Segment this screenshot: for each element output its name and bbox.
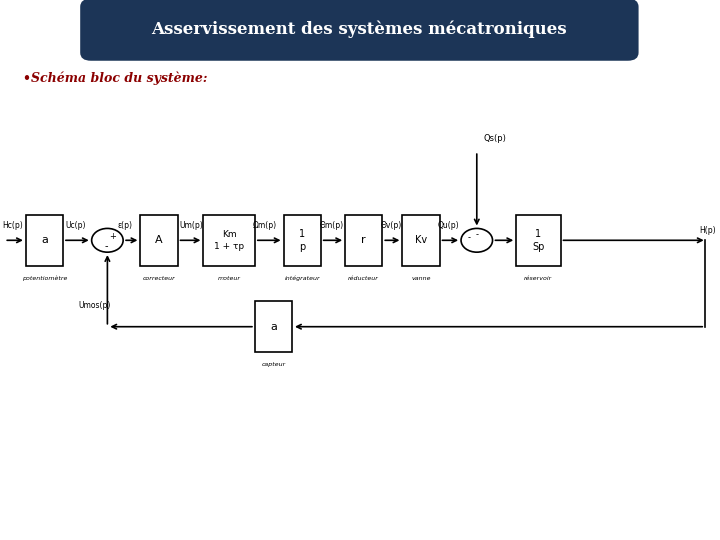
Text: Qu(p): Qu(p) [437, 221, 459, 230]
Text: 1
p: 1 p [299, 229, 305, 252]
Text: ε(p): ε(p) [117, 221, 132, 230]
Text: réducteur: réducteur [348, 275, 379, 281]
Text: Uc(p): Uc(p) [65, 221, 86, 230]
Text: Kv: Kv [415, 235, 427, 245]
Text: •Schéma bloc du système:: •Schéma bloc du système: [23, 71, 207, 85]
Text: -: - [467, 233, 470, 242]
Text: -: - [475, 231, 478, 239]
Text: Ωm(p): Ωm(p) [253, 221, 277, 230]
FancyBboxPatch shape [26, 214, 63, 266]
Text: vanne: vanne [411, 275, 431, 281]
Text: Hc(p): Hc(p) [3, 221, 23, 230]
FancyBboxPatch shape [345, 214, 382, 266]
FancyBboxPatch shape [140, 214, 178, 266]
Text: Umos(p): Umos(p) [78, 301, 111, 309]
Text: Asservissement des systèmes mécatroniques: Asservissement des systèmes mécatronique… [152, 21, 567, 38]
Text: a: a [270, 322, 277, 332]
FancyBboxPatch shape [402, 214, 440, 266]
Text: moteur: moteur [217, 275, 240, 281]
Text: correcteur: correcteur [143, 275, 175, 281]
Text: A: A [155, 235, 163, 245]
Text: Km
1 + τp: Km 1 + τp [214, 230, 244, 251]
Text: -: - [105, 241, 108, 251]
Text: 1
Sp: 1 Sp [532, 229, 544, 252]
FancyBboxPatch shape [255, 301, 292, 352]
Circle shape [461, 228, 492, 252]
FancyBboxPatch shape [284, 214, 320, 266]
FancyBboxPatch shape [203, 214, 255, 266]
Text: potentiomètre: potentiomètre [22, 275, 67, 281]
Text: H(p): H(p) [699, 226, 716, 235]
Text: réservoir: réservoir [524, 275, 552, 281]
Text: a: a [41, 235, 48, 245]
Text: +: + [109, 232, 115, 241]
Circle shape [91, 228, 123, 252]
Text: Θm(p): Θm(p) [320, 221, 344, 230]
Text: Qs(p): Qs(p) [483, 134, 506, 143]
Text: Θv(p): Θv(p) [380, 221, 402, 230]
FancyBboxPatch shape [80, 0, 639, 60]
Text: capteur: capteur [261, 362, 286, 367]
Text: intégrateur: intégrateur [284, 275, 320, 281]
FancyBboxPatch shape [516, 214, 561, 266]
Text: r: r [361, 235, 366, 245]
Text: Um(p): Um(p) [179, 221, 203, 230]
